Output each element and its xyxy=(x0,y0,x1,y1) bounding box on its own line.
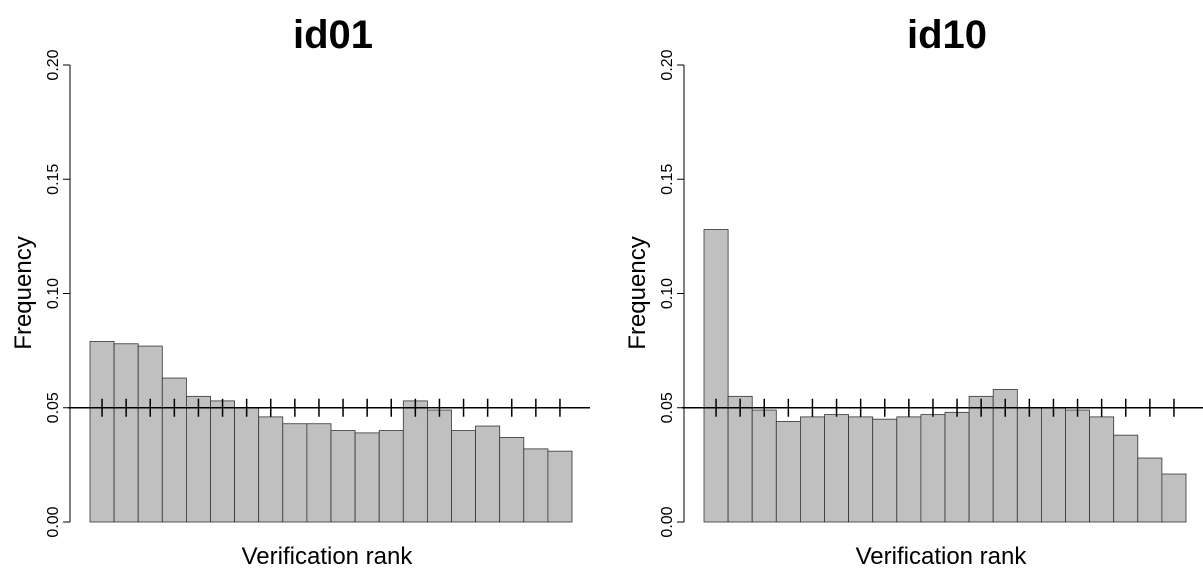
bar xyxy=(1161,473,1187,523)
y-tick-label: 0.20 xyxy=(659,49,676,80)
bar xyxy=(113,343,139,523)
bar xyxy=(824,414,850,523)
y-tick-label: 0.15 xyxy=(659,164,676,195)
bar xyxy=(137,345,163,523)
panel: id10 Frequency Verification rank 0.00 0.05 0.… xyxy=(624,13,1203,570)
bar xyxy=(799,416,825,523)
chart-title: id10 xyxy=(907,13,987,57)
y-axis-label: Frequency xyxy=(624,236,651,349)
bar xyxy=(944,411,970,523)
bar xyxy=(1065,409,1091,523)
bar xyxy=(451,430,477,523)
bar xyxy=(920,414,946,523)
bar xyxy=(354,432,380,523)
y-tick-label: 0.15 xyxy=(45,164,62,195)
bar xyxy=(872,418,898,523)
bar xyxy=(378,430,404,523)
bar xyxy=(547,450,573,523)
bar xyxy=(306,423,332,523)
y-tick-label: 0.10 xyxy=(45,278,62,309)
y-tick-label: 0.00 xyxy=(659,506,676,537)
bar xyxy=(258,416,284,523)
y-tick-label: 0.20 xyxy=(45,49,62,80)
bar xyxy=(848,416,874,523)
bar xyxy=(1089,416,1115,523)
bar xyxy=(523,448,549,523)
bar xyxy=(751,409,777,523)
y-axis-label: Frequency xyxy=(10,236,37,349)
x-axis-label: Verification rank xyxy=(242,543,414,570)
bar xyxy=(1040,407,1066,523)
bar xyxy=(210,400,236,523)
bar xyxy=(775,421,801,523)
y-tick-label: 0.00 xyxy=(45,506,62,537)
bar xyxy=(1016,407,1042,523)
x-axis-label: Verification rank xyxy=(856,543,1028,570)
bar xyxy=(727,395,753,523)
y-tick-label: 0.05 xyxy=(659,392,676,423)
bar xyxy=(89,341,115,523)
bar xyxy=(499,437,525,523)
bar xyxy=(426,409,452,523)
bar xyxy=(402,400,428,523)
bar xyxy=(1137,457,1163,523)
bar xyxy=(896,416,922,523)
bar xyxy=(330,430,356,523)
y-tick-label: 0.05 xyxy=(45,392,62,423)
y-tick-label: 0.10 xyxy=(659,278,676,309)
chart-title: id01 xyxy=(293,13,373,57)
bar xyxy=(475,425,501,523)
bar xyxy=(234,407,260,523)
bar xyxy=(703,229,729,523)
bar xyxy=(282,423,308,523)
panel: id01 Frequency Verification rank 0.00 0.05 0.… xyxy=(10,13,590,570)
bar xyxy=(1113,434,1139,523)
